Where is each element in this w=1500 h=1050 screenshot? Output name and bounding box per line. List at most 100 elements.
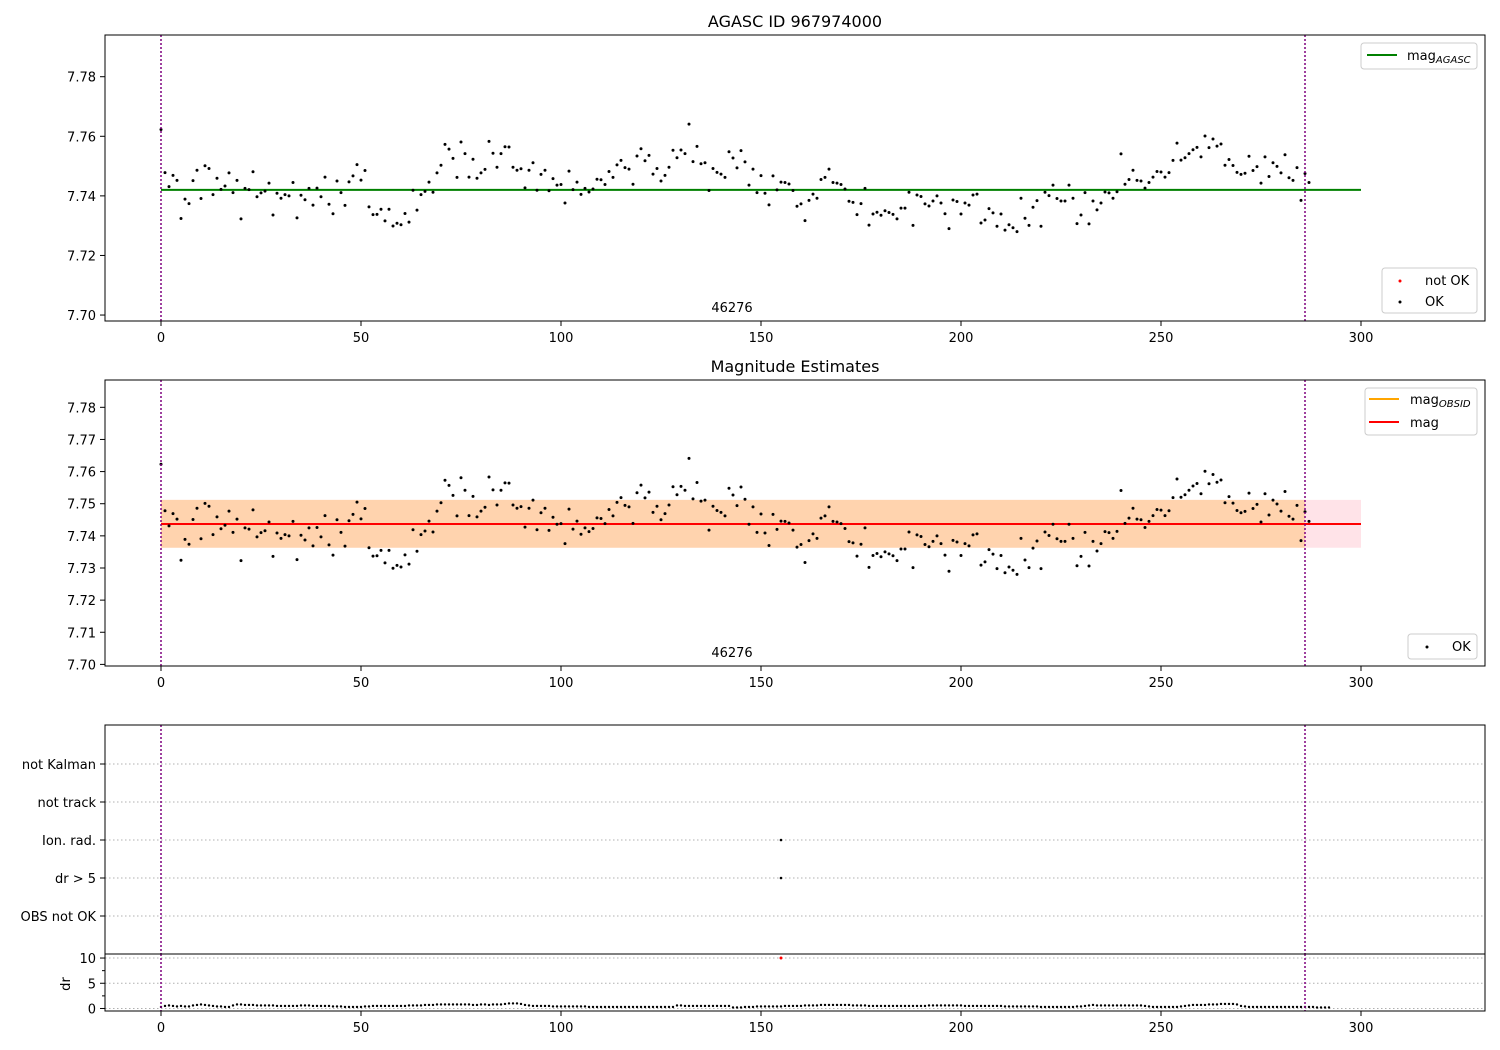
magnitude-ok-point bbox=[647, 490, 651, 494]
magnitude-xtick-label: 250 bbox=[1149, 676, 1174, 691]
dr-point bbox=[171, 1004, 175, 1008]
magnitude-ok-point bbox=[851, 541, 855, 545]
dr-point bbox=[1023, 1005, 1027, 1008]
magnitude-ok-point bbox=[247, 527, 251, 531]
dr-point bbox=[231, 1004, 235, 1007]
agasc-ok-point bbox=[439, 163, 443, 167]
dr-point bbox=[311, 1004, 315, 1008]
agasc-ok-point bbox=[179, 217, 183, 221]
dr-point bbox=[951, 1004, 955, 1007]
agasc-ok-point bbox=[851, 200, 855, 204]
magnitude-ok-point bbox=[615, 500, 619, 504]
agasc-ok-point bbox=[731, 156, 735, 160]
magnitude-xtick-label: 200 bbox=[949, 676, 974, 691]
magnitude-ok-point bbox=[215, 515, 219, 519]
agasc-ok-point bbox=[579, 192, 583, 196]
magnitude-ok-point bbox=[999, 553, 1003, 557]
dr-point bbox=[191, 1004, 195, 1007]
dr-point bbox=[1203, 1003, 1207, 1007]
magnitude-ok-point bbox=[299, 533, 303, 537]
dr-point bbox=[1223, 1002, 1227, 1006]
dr-point bbox=[1051, 1005, 1055, 1009]
agasc-ok-point bbox=[775, 188, 779, 192]
dr-point bbox=[1075, 1005, 1079, 1008]
magnitude-ok-point bbox=[979, 563, 983, 567]
agasc-ok-point bbox=[1035, 199, 1039, 203]
agasc-ok-point bbox=[459, 140, 463, 144]
agasc-ok-point bbox=[923, 202, 927, 206]
dr-point bbox=[339, 1005, 343, 1008]
dr-point bbox=[635, 1005, 639, 1009]
magnitude-ok-point bbox=[1219, 478, 1223, 482]
agasc-ok-point bbox=[771, 174, 775, 178]
agasc-xtick-label: 250 bbox=[1149, 331, 1174, 346]
magnitude-ok-point bbox=[191, 517, 195, 521]
dr-point bbox=[515, 1002, 519, 1005]
magnitude-ok-point bbox=[1011, 568, 1015, 572]
agasc-ok-point bbox=[847, 199, 851, 203]
dr-point bbox=[1191, 1003, 1195, 1007]
agasc-ok-point bbox=[283, 193, 287, 197]
agasc-ok-point bbox=[683, 152, 687, 156]
agasc-ok-point bbox=[271, 213, 275, 217]
agasc-ok-point bbox=[659, 179, 663, 183]
agasc-ok-point bbox=[671, 148, 675, 152]
magnitude-ok-point bbox=[711, 504, 715, 508]
dr-point bbox=[371, 1004, 375, 1008]
magnitude-ok-point bbox=[255, 535, 259, 539]
magnitude-ok-point bbox=[611, 514, 615, 518]
dr-point bbox=[707, 1004, 711, 1008]
agasc-ok-point bbox=[1247, 154, 1251, 158]
dr-point bbox=[1211, 1003, 1215, 1006]
magnitude-ok-point bbox=[1131, 506, 1135, 510]
agasc-ok-point bbox=[1287, 176, 1291, 180]
agasc-ok-point bbox=[719, 172, 723, 176]
magnitude-ok-point bbox=[435, 509, 439, 513]
agasc-ok-point bbox=[223, 184, 227, 188]
agasc-ok-point bbox=[987, 207, 991, 211]
agasc-ok-point bbox=[675, 156, 679, 160]
agasc-ok-point bbox=[1243, 171, 1247, 175]
agasc-ok-point bbox=[899, 206, 903, 210]
panel-magnitude-estimates: Magnitude Estimates 7.70 7.71 7.72 7.73 7.74… bbox=[67, 357, 1486, 691]
agasc-ok-point bbox=[463, 152, 467, 156]
flag-point bbox=[779, 876, 783, 880]
magnitude-ok-point bbox=[351, 512, 355, 516]
magnitude-ok-point bbox=[1283, 490, 1287, 494]
dr-point bbox=[999, 1004, 1003, 1008]
dr-point bbox=[995, 1004, 999, 1008]
dr-point bbox=[1315, 1006, 1319, 1009]
magnitude-ok-point bbox=[987, 548, 991, 552]
dr-point bbox=[283, 1004, 287, 1008]
legend-obsid-subscript: OBSID bbox=[1439, 399, 1471, 410]
magnitude-ok-point bbox=[263, 529, 267, 533]
legend-mag-label: mag bbox=[1410, 416, 1439, 431]
agasc-ok-point bbox=[1199, 155, 1203, 159]
agasc-ok-point bbox=[1167, 171, 1171, 175]
magnitude-ok-point bbox=[867, 565, 871, 569]
magnitude-ok-point bbox=[167, 524, 171, 528]
dr-point bbox=[1027, 1005, 1031, 1008]
magnitude-ytick-label: 7.78 bbox=[67, 401, 96, 416]
agasc-ok-point bbox=[1187, 152, 1191, 156]
magnitude-ok-point bbox=[1007, 565, 1011, 569]
dr-point bbox=[1199, 1003, 1203, 1007]
dr-xtick-label: 150 bbox=[749, 1021, 774, 1036]
dr-point bbox=[1299, 1005, 1303, 1009]
dr-point bbox=[203, 1003, 207, 1007]
agasc-ok-point bbox=[363, 169, 367, 173]
magnitude-ok-point bbox=[359, 517, 363, 521]
agasc-ok-point bbox=[447, 147, 451, 151]
dr-point bbox=[1003, 1005, 1007, 1008]
agasc-ok-point bbox=[1083, 191, 1087, 195]
dr-point bbox=[435, 1003, 439, 1006]
magnitude-ok-point bbox=[631, 521, 635, 525]
dr-point bbox=[903, 1004, 907, 1008]
dr-point bbox=[747, 1005, 751, 1009]
magnitude-ytick-label: 7.77 bbox=[67, 433, 96, 448]
dr-point bbox=[783, 1004, 787, 1008]
magnitude-ok-point bbox=[891, 554, 895, 558]
magnitude-ok-point bbox=[975, 532, 979, 536]
agasc-ok-point bbox=[827, 167, 831, 171]
magnitude-ok-point bbox=[395, 563, 399, 567]
